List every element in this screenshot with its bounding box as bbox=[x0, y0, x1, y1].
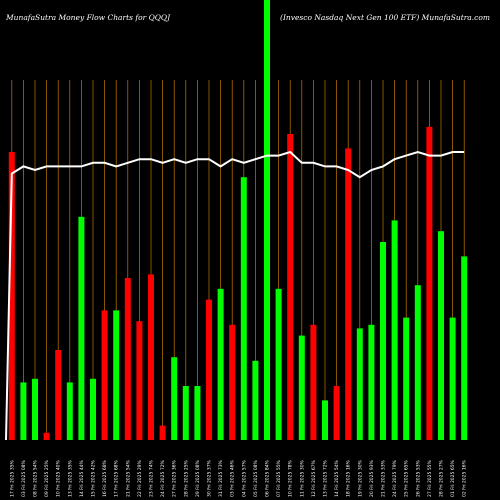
bar bbox=[322, 400, 328, 440]
bar bbox=[449, 317, 456, 440]
bar bbox=[229, 324, 236, 440]
bar bbox=[206, 299, 212, 440]
bar bbox=[217, 288, 224, 440]
x-tick-label: 02 Fri 2025 16% bbox=[462, 459, 468, 497]
x-tick-label: 22 Fri 2025 29% bbox=[137, 459, 143, 497]
bar bbox=[264, 0, 270, 440]
x-tick-label: 14 Fri 2025 44% bbox=[79, 459, 85, 497]
bar bbox=[356, 328, 363, 440]
x-tick-label: 18 Fri 2025 16% bbox=[346, 459, 352, 497]
x-tick-label: 24 Fri 2025 79% bbox=[392, 459, 398, 497]
x-tick-label: 14 Fri 2025 54% bbox=[334, 459, 340, 497]
bar bbox=[298, 335, 305, 440]
bar bbox=[368, 324, 375, 440]
money-flow-line bbox=[5, 150, 465, 441]
x-tick-label: 30 Fri 2025 37% bbox=[207, 459, 213, 497]
x-tick-label: 08 Fri 2025 54% bbox=[33, 459, 39, 497]
bar bbox=[240, 177, 247, 440]
bar bbox=[345, 148, 352, 440]
x-tick-label: 13 Fri 2025 72% bbox=[323, 459, 329, 497]
bar bbox=[403, 317, 410, 440]
x-tick-label: 05 Fri 2025 08% bbox=[253, 459, 259, 497]
bar bbox=[438, 231, 444, 440]
x-tick-label: 07 Fri 2025 55% bbox=[276, 459, 282, 497]
bar bbox=[182, 386, 189, 440]
bar bbox=[78, 216, 85, 440]
bar bbox=[310, 324, 317, 440]
bar bbox=[171, 357, 178, 440]
x-tick-label: 25 Fri 2025 65% bbox=[404, 459, 410, 497]
bar bbox=[252, 360, 259, 440]
bar bbox=[275, 288, 282, 440]
bar bbox=[391, 220, 398, 440]
x-tick-label: 27 Fri 2025 55% bbox=[427, 459, 433, 497]
bar bbox=[148, 274, 154, 440]
bar bbox=[136, 321, 143, 440]
bar bbox=[124, 278, 131, 440]
x-tick-label: 09 Fri 2025 25% bbox=[44, 459, 50, 497]
bar bbox=[159, 425, 166, 440]
x-tick-label: 27 Fri 2025 36% bbox=[172, 459, 178, 497]
x-tick-label: 24 Fri 2025 72% bbox=[160, 459, 166, 497]
x-tick-label: 12 Fri 2025 67% bbox=[311, 459, 317, 497]
x-tick-label: 23 Fri 2025 74% bbox=[149, 459, 155, 497]
bar bbox=[101, 310, 108, 440]
x-tick-label: 19 Fri 2025 30% bbox=[357, 459, 363, 497]
x-tick-label: 13 Fri 2025 35% bbox=[67, 459, 73, 497]
x-tick-label: 29 Fri 2025 08% bbox=[195, 459, 201, 497]
x-tick-label: 17 Fri 2025 68% bbox=[114, 459, 120, 497]
bar bbox=[414, 285, 421, 440]
bar bbox=[8, 152, 15, 440]
bar bbox=[461, 256, 468, 440]
x-tick-label: 10 Fri 2025 78% bbox=[288, 459, 294, 497]
bar bbox=[55, 350, 62, 440]
x-tick-label: 31 Fri 2025 73% bbox=[218, 459, 224, 497]
bar bbox=[287, 134, 294, 440]
x-tick-label: 28 Fri 2025 27% bbox=[439, 459, 445, 497]
bar bbox=[43, 432, 50, 440]
bar bbox=[66, 382, 73, 440]
bar bbox=[194, 386, 201, 440]
bar bbox=[333, 386, 340, 440]
x-tick-label: 16 Fri 2025 68% bbox=[102, 459, 108, 497]
x-tick-label: 03 Fri 2025 46% bbox=[230, 459, 236, 497]
bar bbox=[32, 378, 38, 440]
bar bbox=[380, 242, 386, 440]
x-tick-label: 11 Fri 2025 30% bbox=[299, 459, 305, 497]
x-tick-label: 20 Fri 2025 93% bbox=[369, 459, 375, 497]
bar bbox=[20, 382, 27, 440]
x-tick-label: 21 Fri 2025 54% bbox=[125, 459, 131, 497]
bar bbox=[90, 378, 96, 440]
x-tick-label: 17 Fri 2025 35% bbox=[9, 459, 15, 497]
x-tick-label: 28 Fri 2025 25% bbox=[183, 459, 189, 497]
x-tick-label: 03 Fri 2025 08% bbox=[21, 459, 27, 497]
bar bbox=[426, 126, 433, 441]
chart-subtitle: (Invesco Nasdaq Next Gen 100 ETF) Munafa… bbox=[280, 13, 490, 22]
x-tick-label: 01 Fri 2025 65% bbox=[450, 459, 456, 497]
x-tick-label: 06 Fri 2025 84% bbox=[265, 459, 271, 497]
x-tick-label: 15 Fri 2025 42% bbox=[91, 459, 97, 497]
x-tick-label: 21 Fri 2025 33% bbox=[381, 459, 387, 497]
bar bbox=[113, 310, 120, 440]
x-tick-label: 04 Fri 2025 57% bbox=[241, 459, 247, 497]
x-tick-label: 10 Fri 2025 40% bbox=[56, 459, 62, 497]
chart-title: MunafaSutra Money Flow Charts for QQQJ bbox=[6, 13, 171, 22]
x-tick-label: 26 Fri 2025 53% bbox=[415, 459, 421, 497]
